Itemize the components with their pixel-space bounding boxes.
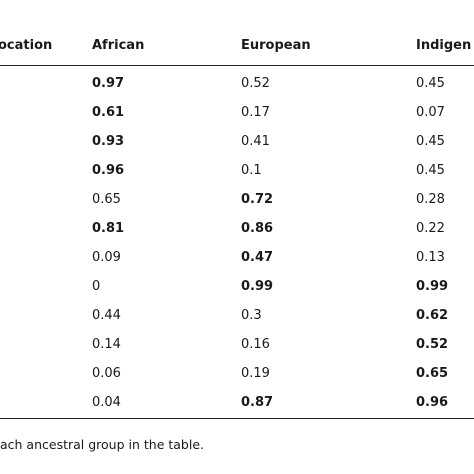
table-cell: 0.52 — [241, 76, 270, 91]
table-cell: 0.3 — [241, 308, 262, 323]
header-location: ocation — [0, 38, 53, 53]
table-cell: 0.93 — [92, 134, 125, 149]
table-cell: 0.14 — [92, 337, 121, 352]
table-row: 0.06 0.19 0.65 — [0, 360, 474, 387]
table-cell: 0.45 — [416, 76, 445, 91]
table-cell: 0.45 — [416, 163, 445, 178]
header-indigenous: Indigen — [416, 38, 472, 53]
table-cell: 0.45 — [416, 134, 445, 149]
table-cell: 0.81 — [92, 221, 125, 236]
table-row: 0.96 0.1 0.45 — [0, 157, 474, 184]
table-cell: 0.41 — [241, 134, 270, 149]
table-row: 0.04 0.87 0.96 — [0, 389, 474, 416]
table-cell: 0.06 — [92, 366, 121, 381]
bottom-rule — [0, 418, 474, 419]
table-cell: 0.86 — [241, 221, 274, 236]
table-row: 0 0.99 0.99 — [0, 273, 474, 300]
table-cell: 0.97 — [92, 76, 125, 91]
table-cell: 0.61 — [92, 105, 125, 120]
table-cell: 0.62 — [416, 308, 449, 323]
table-cell: 0.13 — [416, 250, 445, 265]
table-row: 0.81 0.86 0.22 — [0, 215, 474, 242]
table-cell: 0.22 — [416, 221, 445, 236]
table-cell: 0.07 — [416, 105, 445, 120]
table-cell: 0.19 — [241, 366, 270, 381]
table-cell: 0.87 — [241, 395, 274, 410]
table-row: 0.09 0.47 0.13 — [0, 244, 474, 271]
table-cell: 0 — [92, 279, 101, 294]
table-cell: 0.17 — [241, 105, 270, 120]
table-row: 0.65 0.72 0.28 — [0, 186, 474, 213]
table-cell: 0.65 — [416, 366, 449, 381]
table-cell: 0.96 — [92, 163, 125, 178]
table-cell: 0.09 — [92, 250, 121, 265]
table-row: 0.44 0.3 0.62 — [0, 302, 474, 329]
table-cell: 0.1 — [241, 163, 262, 178]
header-rule — [0, 65, 474, 66]
table-cell: 0.16 — [241, 337, 270, 352]
header-european: European — [241, 38, 311, 53]
table-footnote: ach ancestral group in the table. — [0, 437, 204, 452]
table-cell: 0.96 — [416, 395, 449, 410]
table-row: 0.93 0.41 0.45 — [0, 128, 474, 155]
table-cell: 0.99 — [241, 279, 274, 294]
table-cell: 0.72 — [241, 192, 274, 207]
table-cell: 0.47 — [241, 250, 274, 265]
table-cell: 0.52 — [416, 337, 449, 352]
table-cell: 0.99 — [416, 279, 449, 294]
table-header: ocation African European Indigen — [0, 38, 474, 58]
table-cell: 0.44 — [92, 308, 121, 323]
header-african: African — [92, 38, 145, 53]
table-cell: 0.04 — [92, 395, 121, 410]
table-cell: 0.28 — [416, 192, 445, 207]
table-row: 0.61 0.17 0.07 — [0, 99, 474, 126]
table-row: 0.14 0.16 0.52 — [0, 331, 474, 358]
table-row: 0.97 0.52 0.45 — [0, 70, 474, 97]
table-cell: 0.65 — [92, 192, 121, 207]
